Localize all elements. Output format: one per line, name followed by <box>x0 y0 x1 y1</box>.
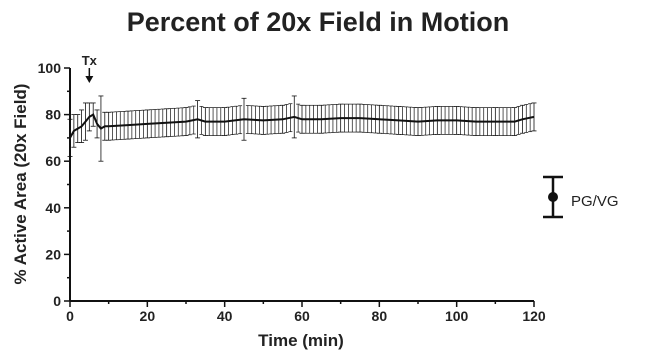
y-tick-label: 80 <box>45 107 61 123</box>
treatment-annotation-label: Tx <box>82 53 98 68</box>
x-axis-label: Time (min) <box>258 331 344 350</box>
x-tick-label: 0 <box>66 308 74 324</box>
series-line-pg-vg <box>69 113 535 139</box>
chart-title: Percent of 20x Field in Motion <box>127 7 510 37</box>
x-tick-label: 60 <box>294 308 310 324</box>
x-tick-label: 100 <box>445 308 469 324</box>
legend-label-pg-vg: PG/VG <box>571 193 619 210</box>
x-tick-label: 40 <box>217 308 233 324</box>
y-tick-label: 40 <box>45 200 61 216</box>
y-tick-label: 0 <box>53 293 61 309</box>
x-tick-label: 120 <box>522 308 546 324</box>
legend: PG/VG <box>543 175 619 219</box>
legend-marker-icon <box>548 192 558 202</box>
y-tick-label: 60 <box>45 153 61 169</box>
x-tick-label: 80 <box>372 308 388 324</box>
treatment-arrowhead-icon <box>85 76 94 83</box>
y-axis-label: % Active Area (20x Field) <box>11 84 30 285</box>
y-tick-label: 100 <box>38 60 62 76</box>
y-tick-label: 20 <box>45 246 61 262</box>
x-tick-label: 20 <box>140 308 156 324</box>
